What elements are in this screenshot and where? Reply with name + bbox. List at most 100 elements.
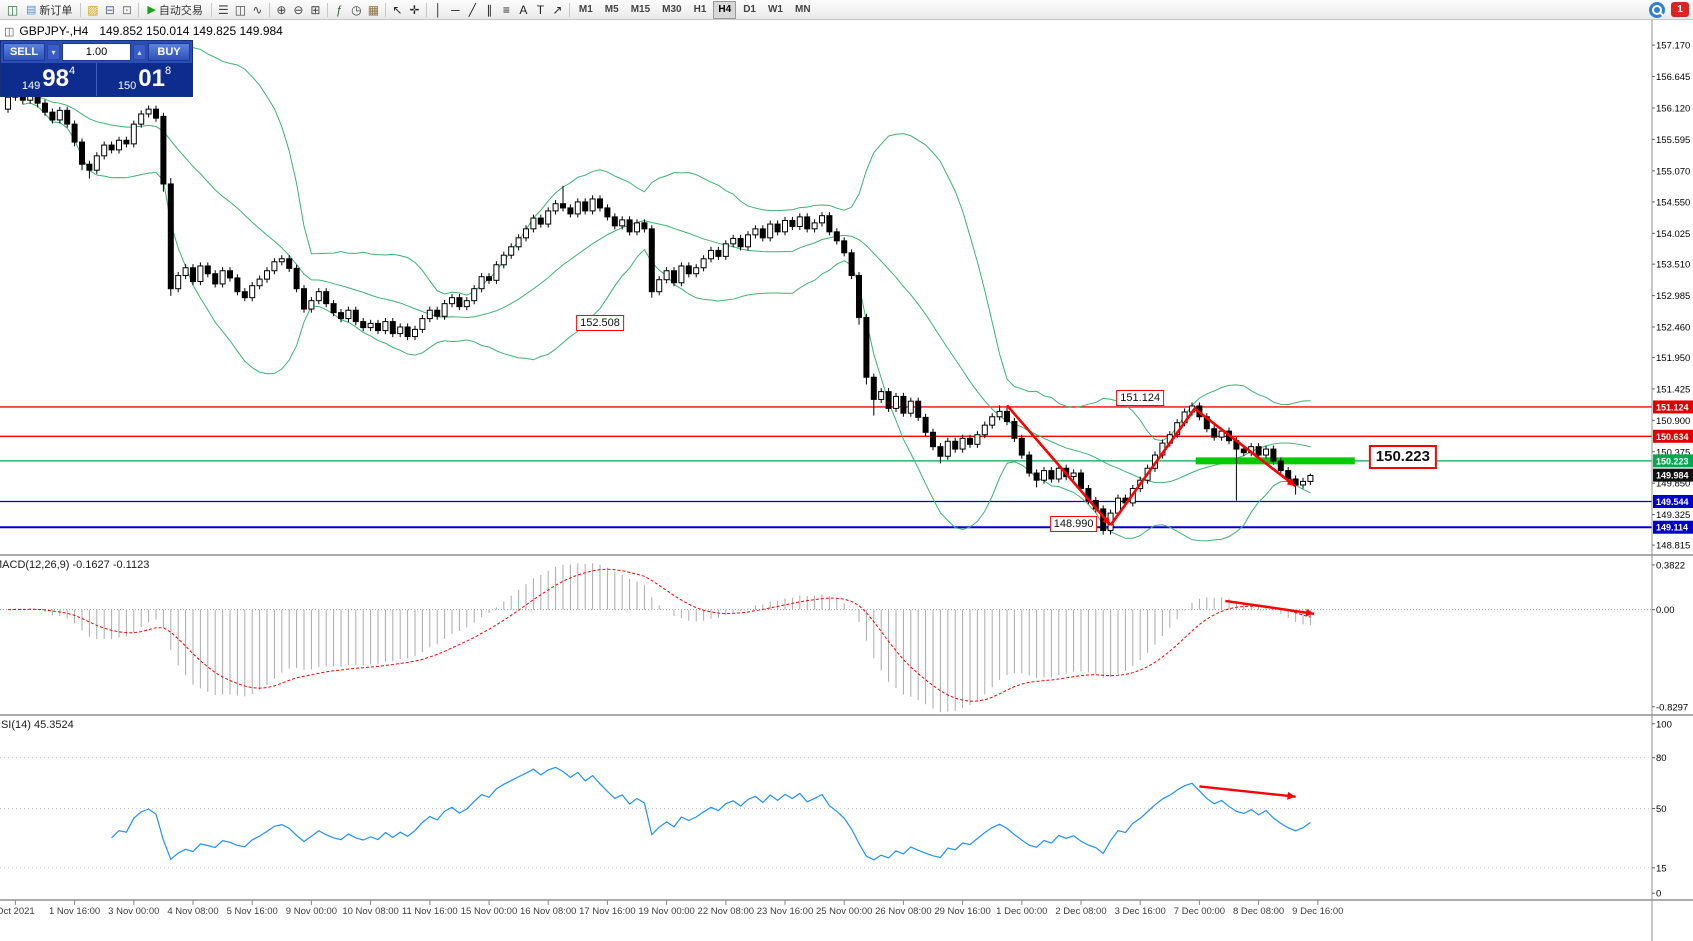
toolbar-separator (80, 2, 82, 17)
svg-text:4 Nov 08:00: 4 Nov 08:00 (167, 906, 218, 917)
search-icon[interactable] (1649, 1, 1665, 18)
channel-icon[interactable]: ∥ (486, 2, 493, 17)
tile-windows-icon[interactable]: ⊞ (310, 2, 321, 17)
sell-button[interactable]: SELL (3, 43, 45, 61)
trade-panel-divider (96, 63, 97, 96)
templates-icon[interactable]: ▦ (367, 2, 380, 17)
candlestick-mode-icon[interactable]: ◫ (234, 2, 247, 17)
fibonacci-icon[interactable]: ≡ (502, 2, 510, 17)
trendline-icon[interactable]: ╱ (468, 2, 476, 17)
line-chart-mode-icon[interactable]: ∿ (252, 2, 263, 17)
bollinger-bands-layer (22, 47, 1311, 542)
ask-price[interactable]: 150 01 8 (97, 63, 192, 96)
svg-text:3 Dec 16:00: 3 Dec 16:00 (1115, 906, 1166, 917)
time-axis: Oct 2021 1 Nov 16:00 3 Nov 00:00 4 Nov 08:0… (0, 900, 1343, 917)
svg-text:153.510: 153.510 (1656, 260, 1690, 271)
timeframe-w1[interactable]: W1 (767, 4, 783, 15)
price-axis: 157.170 156.645 156.120 155.595 155.070 154.5… (1652, 41, 1693, 552)
volume-up-button[interactable]: ▴ (133, 44, 146, 60)
svg-text:2 Dec 08:00: 2 Dec 08:00 (1055, 906, 1106, 917)
indicators-icon[interactable]: ƒ (336, 2, 343, 17)
preview-icon[interactable]: ⊡ (121, 2, 132, 17)
svg-text:155.595: 155.595 (1656, 135, 1690, 146)
svg-text:10 Nov 08:00: 10 Nov 08:00 (342, 906, 399, 917)
toolbar-separator (568, 2, 570, 17)
svg-text:0.3822: 0.3822 (1656, 560, 1685, 571)
toolbar-separator (425, 2, 427, 17)
bid-price[interactable]: 149 98 4 (1, 63, 96, 96)
profiles-icon[interactable]: ▨ (87, 2, 99, 17)
bar-chart-mode-icon[interactable]: ☰ (217, 2, 229, 17)
timeframe-d1[interactable]: D1 (743, 4, 756, 15)
new-order-icon: ▤ (26, 4, 37, 16)
svg-text:17 Nov 16:00: 17 Nov 16:00 (579, 906, 636, 917)
price-callout[interactable]: 152.508 (576, 314, 624, 331)
rsi-indicator-label: RSI(14) 45.3524 (0, 719, 74, 731)
volume-down-button[interactable]: ▾ (47, 44, 60, 60)
timeframe-m30[interactable]: M30 (662, 4, 682, 15)
level-lines-layer (0, 406, 1652, 529)
ask-price-pip-digit: 8 (164, 65, 172, 77)
timeframe-m1[interactable]: M1 (578, 4, 593, 15)
new-chart-icon[interactable]: ◫ (6, 2, 19, 17)
vertical-line-icon[interactable]: │ (434, 2, 443, 17)
print-icon[interactable]: ⊟ (104, 2, 115, 17)
new-order-button[interactable]: ▤ 新订单 (21, 1, 77, 19)
ask-price-big-digits: 01 (138, 65, 165, 92)
svg-text:19 Nov 00:00: 19 Nov 00:00 (638, 906, 695, 917)
svg-text:150.634: 150.634 (1656, 432, 1689, 442)
toolbar-groups: ◫ ▤ 新订单 ▨ ⊟ ⊡ ▶ 自动交易 ☰ ◫ ∿ ⊕ ⊖ ⊞ ƒ ◷ ▦ ↖ ✛ │ ─ ╱ ∥ ≡ A T ↗ M1 M5 M15 M… (4, 0, 817, 19)
svg-text:150.375: 150.375 (1656, 447, 1690, 458)
timeframe-h4[interactable]: H4 (713, 0, 737, 19)
toolbar-separator (384, 2, 386, 17)
svg-text:11 Nov 16:00: 11 Nov 16:00 (402, 906, 458, 917)
cursor-icon[interactable]: ↖ (392, 2, 403, 17)
svg-text:9 Dec 16:00: 9 Dec 16:00 (1292, 906, 1343, 917)
label-icon[interactable]: T (536, 2, 545, 17)
volume-input[interactable] (62, 43, 131, 61)
svg-text:149.984: 149.984 (1656, 471, 1689, 481)
svg-text:1 Dec 00:00: 1 Dec 00:00 (996, 906, 1047, 917)
svg-text:1 Nov 16:00: 1 Nov 16:00 (49, 906, 100, 917)
buy-button[interactable]: BUY (148, 43, 190, 61)
macd-panel: 0.3822 0.00 -0.8297 (0, 560, 1688, 713)
price-callout-large[interactable]: 150.223 (1368, 444, 1438, 469)
notification-badge[interactable]: 1 (1671, 2, 1689, 17)
svg-text:22 Nov 08:00: 22 Nov 08:00 (698, 906, 755, 917)
new-order-button-label: 新订单 (39, 4, 73, 17)
macd-indicator-label: MACD(12,26,9) -0.1627 -0.1123 (0, 559, 150, 571)
svg-text:150.223: 150.223 (1656, 456, 1689, 466)
svg-text:151.124: 151.124 (1656, 402, 1689, 412)
svg-text:149.325: 149.325 (1656, 510, 1690, 521)
timeframe-h1[interactable]: H1 (693, 4, 707, 15)
autotrade-icon: ▶ (147, 4, 156, 16)
timeframe-m5[interactable]: M5 (604, 4, 619, 15)
horizontal-line-icon[interactable]: ─ (451, 2, 460, 17)
svg-text:7 Dec 00:00: 7 Dec 00:00 (1174, 906, 1225, 917)
svg-text:156.645: 156.645 (1656, 72, 1690, 83)
arrows-icon[interactable]: ↗ (552, 2, 563, 17)
text-icon[interactable]: A (519, 2, 528, 17)
svg-text:152.460: 152.460 (1656, 322, 1690, 333)
zoom-out-icon[interactable]: ⊖ (293, 2, 304, 17)
crosshair-icon[interactable]: ✛ (409, 2, 420, 17)
timeframe-m15[interactable]: M15 (630, 4, 651, 15)
svg-text:152.985: 152.985 (1656, 291, 1690, 302)
svg-text:Oct 2021: Oct 2021 (0, 906, 35, 917)
timeframe-mn[interactable]: MN (794, 4, 811, 15)
svg-text:80: 80 (1656, 753, 1667, 764)
bid-price-pip-digit: 4 (68, 65, 76, 77)
toolbar-separator (138, 2, 140, 17)
svg-text:0: 0 (1656, 889, 1661, 900)
bid-price-big-digits: 98 (42, 65, 69, 92)
periods-icon[interactable]: ◷ (351, 2, 362, 17)
svg-text:150.900: 150.900 (1656, 416, 1690, 427)
magnifier-glyph (1652, 4, 1662, 15)
svg-text:151.950: 151.950 (1656, 353, 1690, 364)
price-callout[interactable]: 148.990 (1049, 515, 1098, 532)
rsi-panel: 100 80 50 15 0 (0, 719, 1672, 900)
autotrade-button[interactable]: ▶ 自动交易 (142, 1, 207, 19)
zoom-in-icon[interactable]: ⊕ (276, 2, 287, 17)
price-callout[interactable]: 151.124 (1116, 389, 1165, 406)
